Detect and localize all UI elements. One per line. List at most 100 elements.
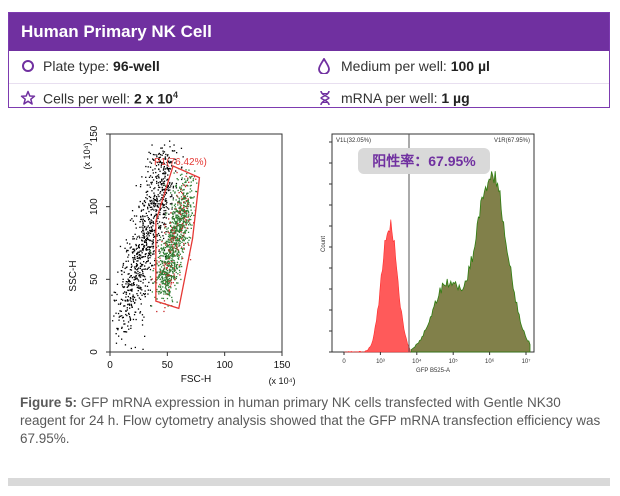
scatter-point [169,292,171,294]
scatter-y-axis-label: SSC-H [68,260,79,291]
scatter-point [161,147,163,149]
scatter-point [176,223,178,225]
scatter-point [185,214,188,216]
scatter-point [169,146,171,148]
scatter-point [176,224,178,226]
scatter-point [163,210,165,212]
scatter-point [134,277,136,279]
scatter-point [169,181,171,184]
scatter-point [145,229,147,231]
scatter-point [187,199,189,202]
scatter-point [172,275,174,278]
scatter-point [163,222,165,224]
scatter-point [178,219,180,221]
scatter-point [168,256,170,258]
scatter-point [173,270,175,272]
scatter-point [130,246,132,248]
scatter-point [177,222,179,225]
scatter-point [167,282,169,285]
scatter-point [162,203,164,205]
scatter-point [147,267,149,269]
scatter-point [129,276,131,278]
scatter-point [166,166,168,168]
scatter-point [174,262,176,264]
figure-caption: Figure 5: GFP mRNA expression in human p… [20,394,608,448]
scatter-point [151,144,153,146]
scatter-point [173,267,176,269]
scatter-point [158,168,160,170]
scatter-point [157,184,160,186]
scatter-point [174,247,177,250]
scatter-point [174,222,177,224]
scatter-point [141,209,143,211]
scatter-point [158,157,160,159]
scatter-point [165,217,167,219]
scatter-point [165,271,167,273]
scatter-point [179,208,181,210]
scatter-point [167,262,169,265]
scatter-point [169,251,172,253]
scatter-point [172,211,175,213]
scatter-point [123,323,125,325]
scatter-point [163,184,165,187]
scatter-point [167,178,169,180]
scatter-point [170,275,173,277]
scatter-point [181,217,183,219]
scatter-point [126,309,128,311]
scatter-point [147,252,150,254]
scatter-point [171,165,173,167]
scatter-point [156,260,158,262]
scatter-point [168,275,170,278]
scatter-point [178,210,180,212]
scatter-point [189,185,191,187]
medium-value: 100 µl [450,58,490,74]
scatter-point [141,240,143,242]
scatter-point [139,250,141,252]
scatter-point [156,196,158,198]
scatter-point [175,277,177,280]
scatter-point [170,249,172,251]
scatter-point [149,249,151,251]
scatter-point [162,297,165,300]
scatter-point [164,232,166,234]
scatter-point [117,329,119,331]
scatter-point [169,232,171,234]
scatter-point [132,257,134,259]
scatter-point [133,249,135,251]
scatter-point [152,221,154,223]
scatter-point [187,231,190,233]
scatter-point [162,278,164,280]
scatter-point [169,285,171,288]
scatter-point [160,247,162,250]
scatter-point [152,241,154,243]
scatter-point [165,203,167,205]
scatter-point [130,347,132,350]
scatter-point [119,315,121,317]
scatter-point [143,316,145,318]
scatter-point [175,221,178,223]
scatter-point [162,277,164,279]
scatter-point [182,207,184,210]
scatter-point [156,220,158,222]
scatter-point [160,266,163,268]
scatter-point [144,335,146,337]
scatter-point [140,263,143,266]
scatter-point [192,197,194,199]
scatter-point [194,170,196,172]
scatter-x-tick-label: 50 [162,360,174,371]
scatter-point [175,210,177,213]
scatter-point [158,286,160,288]
scatter-point [136,257,138,259]
scatter-point [178,238,180,240]
scatter-point [133,296,136,299]
scatter-point [171,270,174,272]
scatter-point [133,284,135,286]
scatter-point [145,262,147,264]
scatter-point [185,181,187,183]
scatter-point [159,228,161,230]
scatter-point [183,208,185,211]
scatter-point [135,299,137,301]
scatter-point [169,256,171,258]
scatter-point [170,185,172,187]
scatter-point [159,203,161,205]
